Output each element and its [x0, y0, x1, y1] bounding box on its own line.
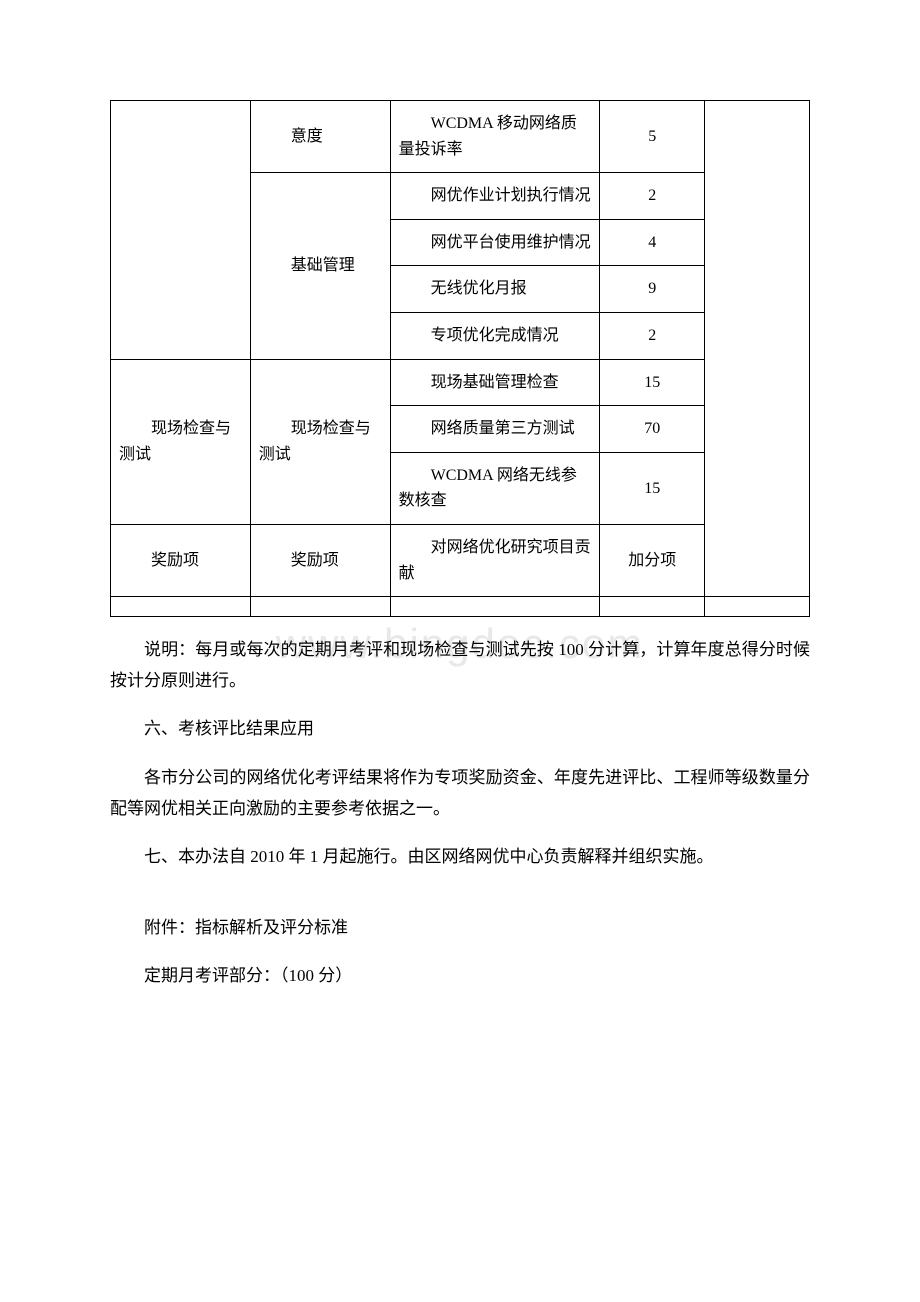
paragraph-note: 说明：每月或每次的定期月考评和现场检查与测试先按 100 分计算，计算年度总得分… [110, 635, 810, 696]
paragraph-heading-6: 六、考核评比结果应用 [110, 714, 810, 745]
cell-empty [705, 597, 810, 617]
cell-subcategory: 现场检查与测试 [250, 359, 390, 524]
cell-subcategory: 意度 [250, 101, 390, 173]
cell-score: 加分项 [600, 524, 705, 596]
cell-score: 4 [600, 219, 705, 266]
cell-score: 15 [600, 359, 705, 406]
cell-item: WCDMA 移动网络质量投诉率 [390, 101, 600, 173]
cell-score: 70 [600, 406, 705, 453]
cell-item: 网优作业计划执行情况 [390, 173, 600, 220]
cell-item: 无线优化月报 [390, 266, 600, 313]
cell-empty [111, 597, 251, 617]
cell-score: 2 [600, 312, 705, 359]
cell-empty [600, 597, 705, 617]
cell-category-1 [111, 101, 251, 360]
cell-category: 现场检查与测试 [111, 359, 251, 524]
document-content: 意度 WCDMA 移动网络质量投诉率 5 基础管理 网优作业计划执行情况 2 网… [110, 100, 810, 992]
cell-item: 专项优化完成情况 [390, 312, 600, 359]
cell-item: 现场基础管理检查 [390, 359, 600, 406]
cell-score: 5 [600, 101, 705, 173]
paragraph-appendix-sub: 定期月考评部分：（100 分） [110, 961, 810, 992]
table-row-empty [111, 597, 810, 617]
cell-category: 奖励项 [111, 524, 251, 596]
cell-score: 15 [600, 452, 705, 524]
cell-item: WCDMA 网络无线参数核查 [390, 452, 600, 524]
cell-item: 对网络优化研究项目贡献 [390, 524, 600, 596]
table-row: 意度 WCDMA 移动网络质量投诉率 5 [111, 101, 810, 173]
cell-score: 2 [600, 173, 705, 220]
evaluation-table: 意度 WCDMA 移动网络质量投诉率 5 基础管理 网优作业计划执行情况 2 网… [110, 100, 810, 617]
cell-item: 网络质量第三方测试 [390, 406, 600, 453]
cell-item: 网优平台使用维护情况 [390, 219, 600, 266]
cell-subcategory: 基础管理 [250, 173, 390, 359]
cell-subcategory: 奖励项 [250, 524, 390, 596]
paragraph-appendix-title: 附件：指标解析及评分标准 [110, 913, 810, 944]
paragraph-heading-7: 七、本办法自 2010 年 1 月起施行。由区网络网优中心负责解释并组织实施。 [110, 842, 810, 873]
cell-score: 9 [600, 266, 705, 313]
cell-remark [705, 101, 810, 597]
cell-empty [250, 597, 390, 617]
paragraph-body: 各市分公司的网络优化考评结果将作为专项奖励资金、年度先进评比、工程师等级数量分配… [110, 763, 810, 824]
cell-empty [390, 597, 600, 617]
